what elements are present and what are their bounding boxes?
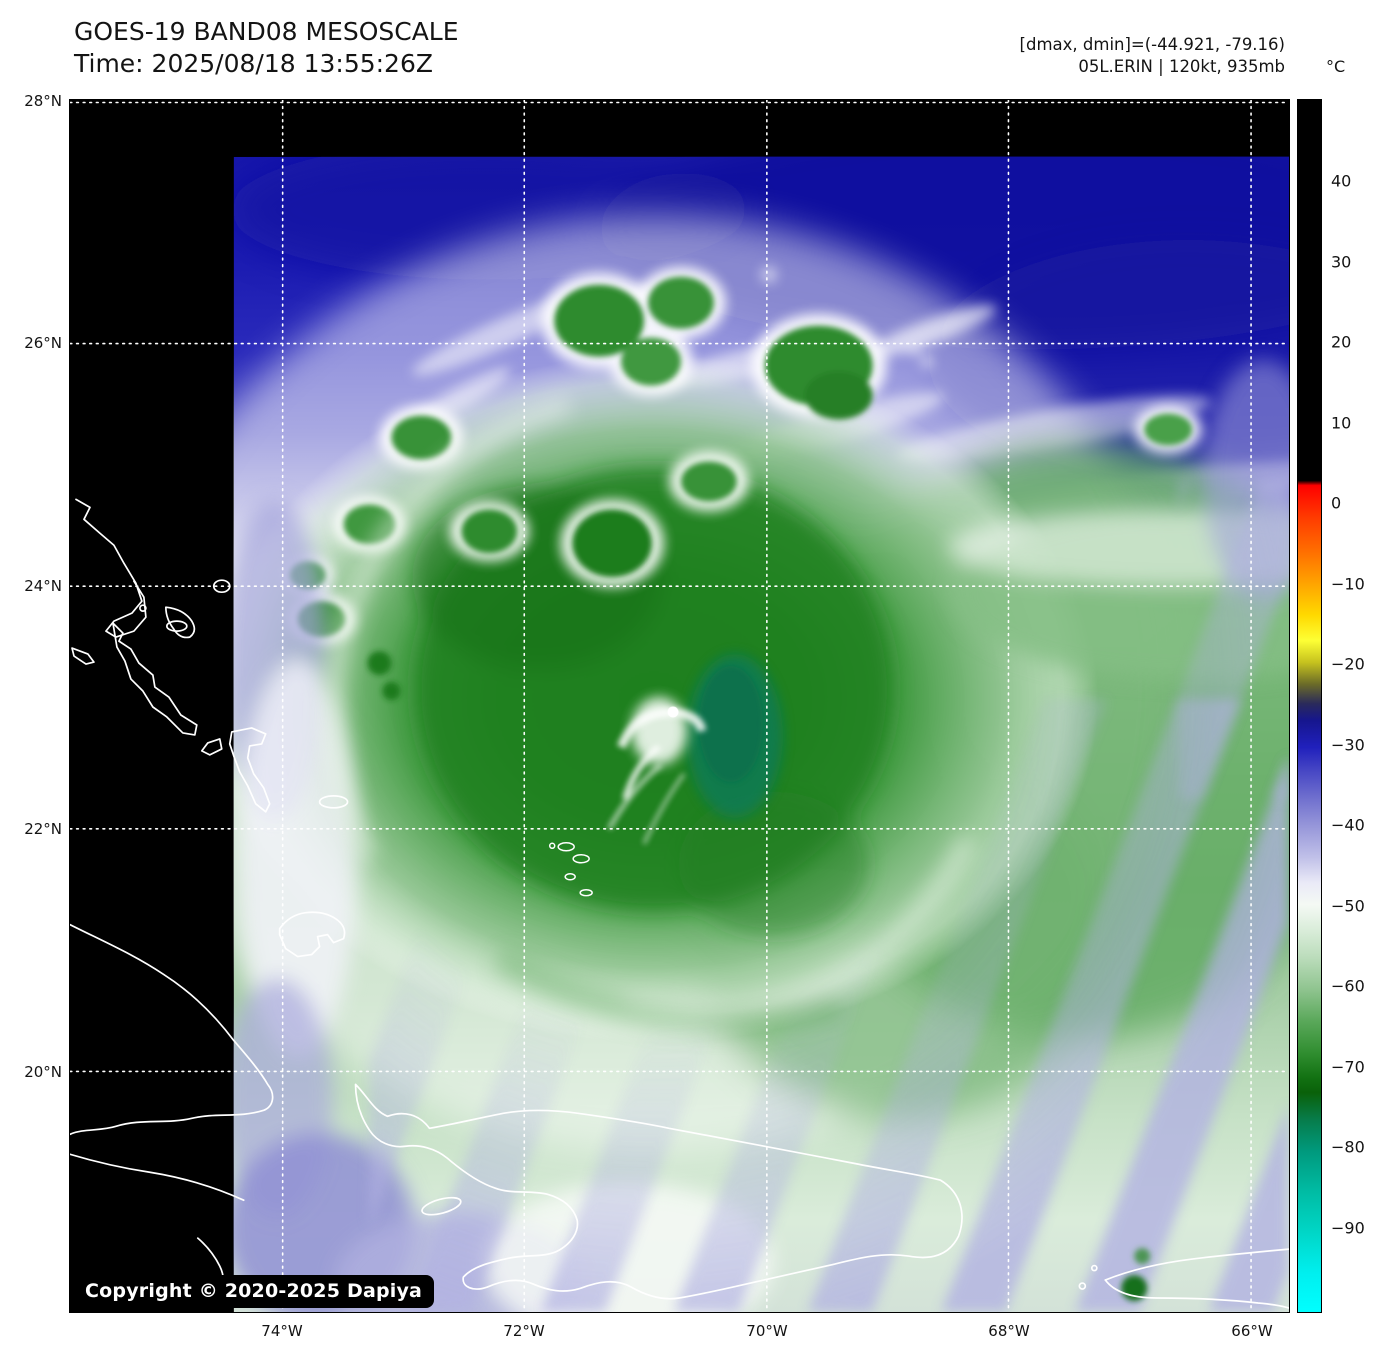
lat-label-24n: 24°N [24,577,62,595]
satellite-image [70,100,1289,1312]
lat-label-26n: 26°N [24,334,62,352]
colorbar-tick-30: 30 [1331,252,1352,272]
lon-label-72w: 72°W [503,1322,545,1340]
lat-label-28n: 28°N [24,92,62,110]
colorbar-tick-m50: −50 [1331,896,1365,916]
colorbar-tick-0: 0 [1331,493,1342,513]
lon-label-74w: 74°W [261,1322,303,1340]
map-canvas [69,99,1290,1313]
colorbar-tick-40: 40 [1331,171,1352,191]
storm-line: 05L.ERIN | 120kt, 935mb [1078,57,1285,77]
title-line-2: Time: 2025/08/18 13:55:26Z [74,49,433,78]
satellite-data-layer [233,156,1289,1312]
coastlines [70,498,1289,1309]
colorbar-unit: °C [1326,57,1346,76]
colorbar-tick-m80: −80 [1331,1137,1365,1157]
lon-label-70w: 70°W [746,1322,788,1340]
copyright-badge: Copyright © 2020-2025 Dapiya [73,1275,435,1308]
colorbar-tick-m60: −60 [1331,976,1365,996]
colorbar-tick-m20: −20 [1331,654,1365,674]
hurricane-eye [606,654,783,845]
colorbar-tick-m90: −90 [1331,1218,1365,1238]
lat-label-22n: 22°N [24,820,62,838]
lon-label-66w: 66°W [1231,1322,1273,1340]
lon-label-68w: 68°W [988,1322,1030,1340]
colorbar-tick-10: 10 [1331,413,1352,433]
title-line-1: GOES-19 BAND08 MESOSCALE [74,17,459,46]
storm-info: [dmax, dmin]=(-44.921, -79.16) 05L.ERIN … [1020,34,1285,79]
dminmax-line: [dmax, dmin]=(-44.921, -79.16) [1019,35,1285,54]
colorbar-tick-m70: −70 [1331,1057,1365,1077]
lat-label-20n: 20°N [24,1063,62,1081]
latlon-grid [70,100,1289,1312]
page-title: GOES-19 BAND08 MESOSCALE Time: 2025/08/1… [74,16,459,80]
colorbar-tick-m10: −10 [1331,574,1365,594]
temperature-colorbar [1297,99,1322,1313]
colorbar-tick-m40: −40 [1331,815,1365,835]
colorbar-tick-20: 20 [1331,332,1352,352]
colorbar-tick-m30: −30 [1331,735,1365,755]
convective-cells [281,266,1203,701]
